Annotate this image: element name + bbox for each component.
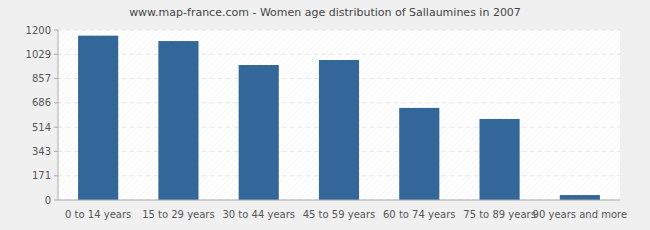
x-tick-label: 15 to 29 years xyxy=(142,209,215,220)
bar xyxy=(158,41,198,200)
x-tick-label: 0 to 14 years xyxy=(65,209,131,220)
grid-line xyxy=(58,54,620,55)
y-tick-label: 0 xyxy=(45,195,51,206)
bar xyxy=(560,195,600,200)
y-tick-label: 686 xyxy=(32,97,51,108)
y-tick xyxy=(54,54,58,55)
grid-line xyxy=(58,200,620,201)
y-tick-label: 171 xyxy=(32,170,51,181)
bar xyxy=(399,108,439,200)
title: www.map-france.com - Women age distribut… xyxy=(129,6,521,19)
y-tick-label: 1200 xyxy=(26,25,51,36)
x-tick-label: 90 years and more xyxy=(533,209,628,220)
y-tick xyxy=(54,30,58,31)
x-tick-label: 30 to 44 years xyxy=(222,209,295,220)
y-tick xyxy=(54,102,58,103)
y-tick xyxy=(54,175,58,176)
y-axis xyxy=(58,30,59,200)
y-tick xyxy=(54,151,58,152)
x-tick-label: 45 to 59 years xyxy=(303,209,376,220)
y-tick-label: 1029 xyxy=(26,49,51,60)
grid-line xyxy=(58,30,620,31)
bar xyxy=(319,60,359,200)
y-tick xyxy=(54,127,58,128)
bar xyxy=(78,36,118,200)
y-tick-label: 857 xyxy=(32,73,51,84)
frame-bg xyxy=(5,26,645,225)
bar xyxy=(480,119,520,200)
plot-area xyxy=(58,30,620,200)
y-tick-label: 514 xyxy=(32,122,51,133)
x-tick-label: 60 to 74 years xyxy=(383,209,456,220)
y-tick-label: 343 xyxy=(32,146,51,157)
background xyxy=(0,0,650,230)
x-tick-label: 75 to 89 years xyxy=(463,209,536,220)
y-tick xyxy=(54,78,58,79)
y-tick xyxy=(54,200,58,201)
x-axis xyxy=(58,200,620,201)
bar xyxy=(239,65,279,200)
chart: 0 171 343 514 686 857 1029 1200 0 to 14 years 15 … xyxy=(0,0,650,230)
